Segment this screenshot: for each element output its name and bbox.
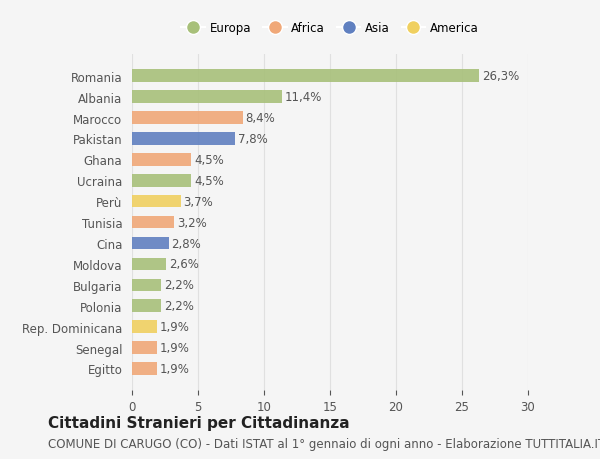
Bar (132, 363, 157, 375)
Text: Cittadini Stranieri per Cittadinanza: Cittadini Stranieri per Cittadinanza (48, 415, 350, 430)
Bar (132, 112, 243, 124)
Text: 11,4%: 11,4% (285, 91, 322, 104)
Bar (132, 279, 161, 291)
Text: 2,2%: 2,2% (164, 279, 194, 291)
Text: 4,5%: 4,5% (194, 154, 224, 167)
Bar (132, 300, 161, 312)
Bar (132, 70, 479, 83)
Text: 4,5%: 4,5% (194, 174, 224, 187)
Bar (132, 91, 283, 104)
Text: 7,8%: 7,8% (238, 133, 268, 146)
Text: COMUNE DI CARUGO (CO) - Dati ISTAT al 1° gennaio di ogni anno - Elaborazione TUT: COMUNE DI CARUGO (CO) - Dati ISTAT al 1°… (48, 437, 600, 451)
Bar (132, 196, 181, 208)
Text: 1,9%: 1,9% (160, 362, 190, 375)
Bar (132, 237, 169, 250)
Bar (132, 216, 174, 229)
Text: 8,4%: 8,4% (245, 112, 275, 125)
Bar (132, 174, 191, 187)
Bar (132, 321, 157, 333)
Bar (132, 133, 235, 146)
Text: 3,7%: 3,7% (184, 195, 213, 208)
Bar (132, 258, 166, 271)
Text: 2,2%: 2,2% (164, 300, 194, 313)
Text: 1,9%: 1,9% (160, 341, 190, 354)
Text: 1,9%: 1,9% (160, 320, 190, 333)
Text: 2,6%: 2,6% (169, 258, 199, 271)
Legend: Europa, Africa, Asia, America: Europa, Africa, Asia, America (176, 17, 484, 40)
Bar (132, 154, 191, 166)
Text: 26,3%: 26,3% (482, 70, 519, 83)
Text: 3,2%: 3,2% (177, 216, 206, 229)
Text: 2,8%: 2,8% (172, 237, 202, 250)
Bar (132, 341, 157, 354)
